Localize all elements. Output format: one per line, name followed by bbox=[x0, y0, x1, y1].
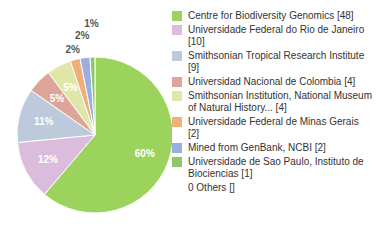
html-text:0 Others []: 0 Others [] bbox=[188, 182, 235, 193]
svg-text:60%: 60% bbox=[135, 148, 155, 159]
html-text:Universidad Nacional de Colomb: Universidad Nacional de Colombia [4] bbox=[188, 76, 356, 87]
html-text:Mined from GenBank, NCBI [2]: Mined from GenBank, NCBI [2] bbox=[188, 142, 326, 153]
svg-text:11%: 11% bbox=[34, 116, 54, 127]
html-text:Universidade Federal de Minas: Universidade Federal de Minas Gerais [2] bbox=[188, 116, 359, 139]
html-text:Smithsonian Tropical Research: Smithsonian Tropical Research Institute … bbox=[188, 50, 365, 73]
svg-text:2%: 2% bbox=[75, 30, 90, 41]
svg-text:1%: 1% bbox=[84, 18, 99, 29]
html-text:Universidade de Sao Paulo, Ins: Universidade de Sao Paulo, Instituto de … bbox=[188, 156, 364, 179]
html-text:Universidade Federal do Rio de: Universidade Federal do Rio de Janeiro [… bbox=[188, 24, 365, 47]
svg-text:2%: 2% bbox=[65, 44, 80, 55]
svg-text:5%: 5% bbox=[50, 93, 65, 104]
svg-text:12%: 12% bbox=[38, 154, 58, 165]
html-text:Smithsonian Institution, Natio: Smithsonian Institution, National Museum… bbox=[188, 90, 372, 113]
svg-text:5%: 5% bbox=[63, 82, 78, 93]
html-text:Centre for Biodiversity Genomi: Centre for Biodiversity Genomics [48] bbox=[188, 10, 354, 21]
